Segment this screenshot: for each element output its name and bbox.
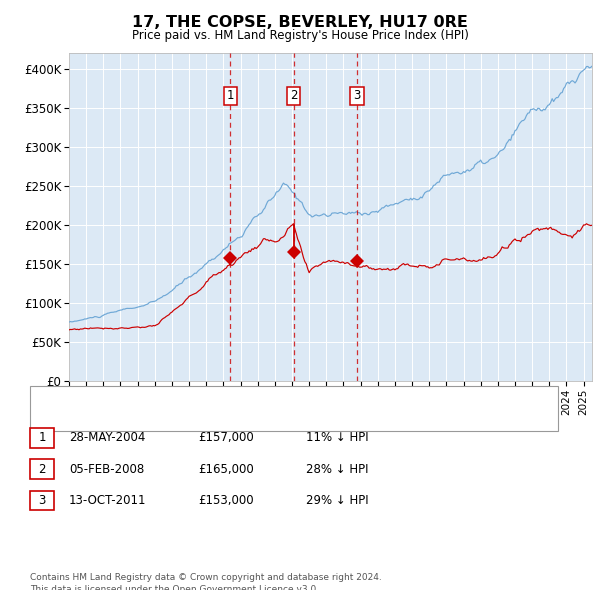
Text: 1: 1 [38, 431, 46, 444]
Text: 3: 3 [38, 494, 46, 507]
Text: £157,000: £157,000 [198, 431, 254, 444]
Text: 28-MAY-2004: 28-MAY-2004 [69, 431, 145, 444]
Text: 2: 2 [38, 463, 46, 476]
Text: 2: 2 [290, 90, 297, 103]
Text: 17, THE COPSE, BEVERLEY, HU17 0RE: 17, THE COPSE, BEVERLEY, HU17 0RE [132, 15, 468, 30]
Text: 13-OCT-2011: 13-OCT-2011 [69, 494, 146, 507]
Text: 11% ↓ HPI: 11% ↓ HPI [306, 431, 368, 444]
Text: £165,000: £165,000 [198, 463, 254, 476]
Text: £153,000: £153,000 [198, 494, 254, 507]
Text: 29% ↓ HPI: 29% ↓ HPI [306, 494, 368, 507]
Text: 17, THE COPSE, BEVERLEY, HU17 0RE (detached house): 17, THE COPSE, BEVERLEY, HU17 0RE (detac… [78, 394, 391, 404]
Text: HPI: Average price, detached house, East Riding of Yorkshire: HPI: Average price, detached house, East… [78, 415, 415, 425]
Text: 28% ↓ HPI: 28% ↓ HPI [306, 463, 368, 476]
Text: 05-FEB-2008: 05-FEB-2008 [69, 463, 144, 476]
Text: 1: 1 [227, 90, 234, 103]
Text: Contains HM Land Registry data © Crown copyright and database right 2024.
This d: Contains HM Land Registry data © Crown c… [30, 573, 382, 590]
Text: Price paid vs. HM Land Registry's House Price Index (HPI): Price paid vs. HM Land Registry's House … [131, 30, 469, 42]
Text: 3: 3 [353, 90, 361, 103]
